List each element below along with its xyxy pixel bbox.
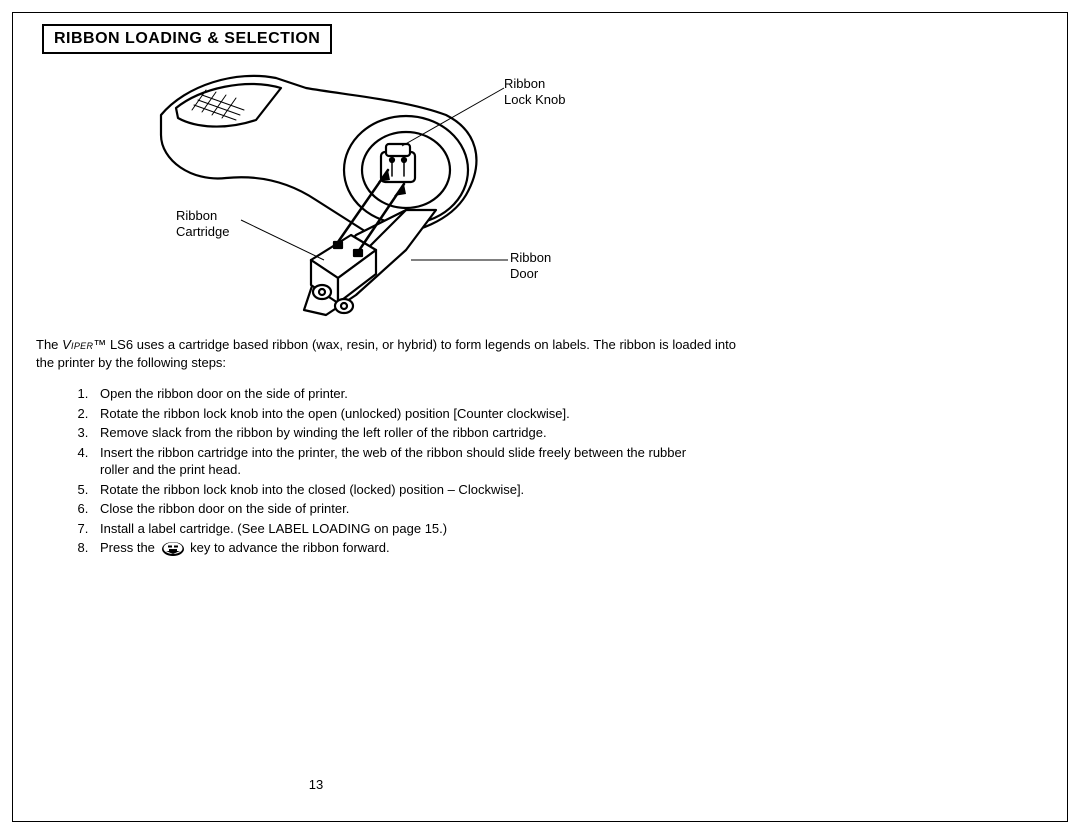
step-item-8: Press the key to advance the ribbon forw… (92, 539, 712, 557)
callout-lock-knob-text: Ribbon Lock Knob (504, 76, 565, 107)
steps-list: Open the ribbon door on the side of prin… (92, 385, 712, 557)
intro-paragraph: The Viper™ LS6 uses a cartridge based ri… (36, 336, 736, 371)
callout-door-text: Ribbon Door (510, 250, 551, 281)
callout-cartridge-text: Ribbon Cartridge (176, 208, 229, 239)
printer-diagram: Ribbon Lock Knob Ribbon Cartridge Ribbon… (106, 60, 666, 330)
step-item: Remove slack from the ribbon by winding … (92, 424, 712, 442)
callout-door: Ribbon Door (510, 250, 551, 283)
step-item: Install a label cartridge. (See LABEL LO… (92, 520, 712, 538)
section-title-box: RIBBON LOADING & SELECTION (42, 24, 332, 54)
printer-illustration-svg (106, 60, 666, 330)
intro-prefix: The (36, 337, 62, 352)
callout-lock-knob: Ribbon Lock Knob (504, 76, 565, 109)
intro-brand: Viper (62, 337, 93, 352)
page-number: 13 (36, 777, 596, 792)
step8-before: Press the (100, 540, 159, 555)
intro-rest: LS6 uses a cartridge based ribbon (wax, … (36, 337, 736, 370)
step-item: Close the ribbon door on the side of pri… (92, 500, 712, 518)
step-item: Open the ribbon door on the side of prin… (92, 385, 712, 403)
step-item: Rotate the ribbon lock knob into the ope… (92, 405, 712, 423)
callout-cartridge: Ribbon Cartridge (176, 208, 229, 241)
feed-key-icon (161, 541, 185, 557)
step-item: Insert the ribbon cartridge into the pri… (92, 444, 712, 479)
section-title: RIBBON LOADING & SELECTION (54, 30, 320, 48)
step8-after: key to advance the ribbon forward. (187, 540, 390, 555)
intro-tm: ™ (93, 337, 106, 352)
page-content: RIBBON LOADING & SELECTION (36, 24, 1044, 810)
step-item: Rotate the ribbon lock knob into the clo… (92, 481, 712, 499)
